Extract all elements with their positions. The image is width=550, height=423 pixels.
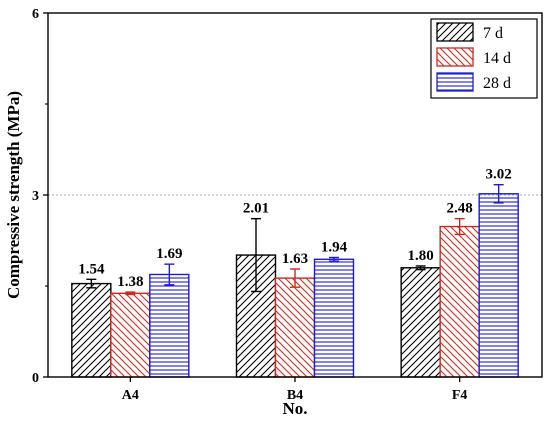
legend-label-28d: 28 d (483, 75, 511, 92)
axes-layer: A4 B4 F4 0 3 6 (32, 7, 543, 403)
x-axis-title: No. (282, 399, 307, 418)
legend-swatch-14d (436, 47, 474, 67)
data-label-F4-28d: 3.02 (486, 167, 512, 183)
bar-F4-7d (400, 267, 441, 378)
y-tick-label-6: 6 (32, 7, 39, 22)
error-bar-F4-28d (493, 183, 504, 204)
y-axis-title: Compressive strength (MPa) (4, 91, 23, 299)
error-bar-F4-14d (454, 217, 465, 236)
error-bar-A4-28d (164, 263, 175, 286)
bar-F4-14d (439, 225, 480, 378)
bar-A4-7d (71, 282, 112, 378)
error-bar-F4-7d (415, 265, 426, 271)
data-labels-layer: 1.54 1.38 1.69 2.01 1.63 1.94 1.80 2.48 3.02 (78, 167, 512, 290)
data-label-A4-7d: 1.54 (78, 261, 105, 277)
legend-swatch-7d (436, 22, 474, 42)
x-tick-label-A4: A4 (122, 388, 139, 403)
bar-F4-28d (478, 193, 519, 378)
data-label-F4-7d: 1.80 (408, 248, 434, 264)
data-label-F4-14d: 2.48 (447, 201, 473, 217)
error-bar-A4-14d (125, 291, 136, 296)
x-tick-label-F4: F4 (452, 388, 468, 403)
error-bar-B4-7d (251, 217, 261, 293)
data-label-B4-28d: 1.94 (321, 239, 348, 255)
bar-A4-14d (110, 292, 151, 378)
y-tick-label-0: 0 (32, 371, 39, 386)
data-label-B4-14d: 1.63 (282, 251, 308, 267)
bar-B4-14d (274, 277, 316, 378)
error-bar-A4-7d (86, 278, 97, 289)
y-tick-label-3: 3 (32, 189, 39, 204)
bar-B4-28d (313, 258, 355, 378)
error-bar-B4-28d (329, 256, 339, 262)
legend-label-7d: 7 d (483, 25, 503, 42)
error-bar-B4-14d (290, 268, 300, 288)
data-label-A4-14d: 1.38 (117, 274, 143, 290)
data-label-B4-7d: 2.01 (243, 201, 269, 217)
data-label-A4-28d: 1.69 (156, 246, 182, 262)
bar-A4-28d (149, 273, 190, 378)
x-tick-label-B4: B4 (287, 388, 303, 403)
legend: 7 d 14 d 28 d (430, 18, 538, 99)
legend-label-14d: 14 d (483, 50, 511, 67)
legend-swatch-28d (436, 72, 474, 92)
error-bars-layer (86, 183, 504, 296)
